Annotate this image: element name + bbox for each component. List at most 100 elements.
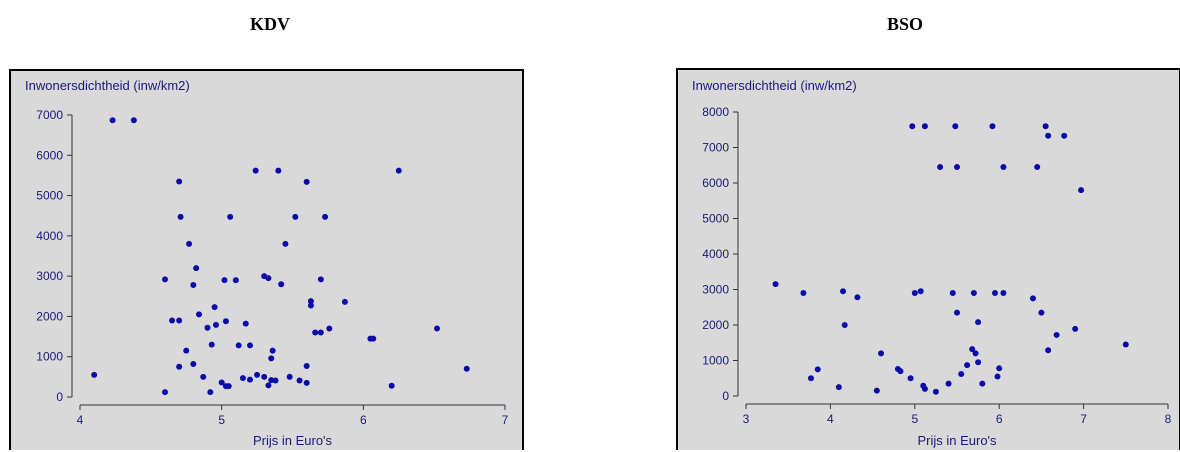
- data-point: [954, 164, 960, 171]
- data-point: [1029, 295, 1036, 302]
- data-point: [322, 213, 329, 220]
- data-point: [326, 325, 333, 332]
- data-point: [196, 311, 202, 318]
- x-tick-label: 8: [1165, 412, 1172, 426]
- data-point: [186, 240, 193, 247]
- data-point: [296, 377, 303, 384]
- data-point: [265, 275, 272, 282]
- data-point: [1000, 290, 1007, 297]
- data-point: [292, 213, 299, 220]
- x-tick-label: 3: [743, 412, 750, 426]
- y-tick-label: 3000: [36, 269, 63, 283]
- y-tick-label: 5000: [702, 212, 729, 226]
- data-point: [109, 117, 116, 124]
- data-point: [303, 362, 310, 369]
- data-point: [952, 123, 959, 130]
- data-point: [242, 320, 249, 327]
- data-point: [854, 294, 861, 301]
- data-point: [994, 373, 1001, 380]
- plot-area: [74, 109, 511, 403]
- data-point: [1034, 164, 1041, 171]
- x-axis-label: Prijs in Euro's: [253, 433, 333, 448]
- data-point: [958, 370, 965, 377]
- y-tick-label: 8000: [702, 105, 729, 119]
- data-point: [269, 347, 276, 354]
- chart-panel-bso: 0 1000 2000 3000 4000 5000 6000 7000 8000 3 4 5 6 7 8 I…: [676, 68, 1180, 450]
- data-point: [272, 377, 279, 384]
- data-point: [177, 213, 184, 220]
- data-point: [878, 350, 885, 357]
- data-point: [254, 371, 261, 378]
- chart-title-bso: BSO: [886, 14, 924, 34]
- y-tick-label: 5000: [36, 189, 63, 203]
- data-point: [1122, 341, 1129, 348]
- data-point: [1072, 325, 1079, 332]
- data-point: [317, 276, 324, 283]
- data-point: [911, 290, 918, 297]
- y-tick-label: 4000: [36, 229, 63, 243]
- data-point: [312, 329, 319, 336]
- data-point: [434, 325, 440, 332]
- x-tick-label: 6: [996, 412, 1003, 426]
- data-point: [275, 167, 282, 174]
- y-tick-label: 3000: [702, 283, 729, 297]
- data-point: [909, 123, 916, 130]
- data-point: [247, 376, 253, 383]
- data-point: [975, 359, 982, 366]
- data-point: [261, 373, 268, 380]
- data-point: [200, 373, 207, 380]
- data-point: [907, 375, 914, 382]
- chart-panel-kdv: 0 1000 2000 3000 4000 5000 6000 7000 4 5 6 7 Inwoner…: [9, 69, 524, 450]
- data-point: [307, 302, 314, 309]
- data-point: [162, 276, 168, 283]
- data-point: [1042, 123, 1049, 130]
- scatter-plot-bso: 0 1000 2000 3000 4000 5000 6000 7000 8000 3 4 5 6 7 8 I…: [692, 78, 1174, 448]
- data-point: [247, 342, 253, 349]
- data-point: [239, 375, 246, 382]
- data-point: [841, 322, 848, 328]
- y-tick-label: 0: [56, 390, 63, 404]
- y-tick-label: 2000: [702, 318, 729, 332]
- data-point: [463, 365, 470, 372]
- data-point: [897, 368, 904, 375]
- y-axis-label: Inwonersdichtheid (inw/km2): [25, 78, 190, 93]
- x-tick-label: 6: [360, 413, 367, 427]
- data-point: [917, 288, 924, 295]
- y-tick-label: 1000: [36, 350, 63, 364]
- data-point: [176, 363, 183, 370]
- data-point: [1061, 132, 1068, 139]
- data-point: [814, 366, 821, 373]
- data-point: [227, 213, 234, 220]
- data-point: [979, 380, 986, 387]
- data-point: [286, 373, 293, 380]
- data-point: [176, 178, 183, 185]
- data-point: [204, 324, 211, 331]
- data-point: [991, 290, 998, 297]
- data-point: [317, 329, 324, 336]
- data-point: [1045, 347, 1052, 354]
- data-point: [772, 281, 779, 288]
- data-point: [232, 277, 239, 284]
- data-point: [183, 347, 190, 354]
- data-point: [278, 281, 285, 288]
- data-point: [268, 355, 275, 362]
- data-point: [252, 167, 259, 174]
- data-point: [921, 123, 928, 130]
- data-point: [222, 318, 229, 325]
- y-tick-label: 2000: [36, 309, 63, 323]
- data-point: [975, 319, 982, 326]
- x-tick-label: 4: [77, 413, 84, 427]
- scatter-plot-kdv: 0 1000 2000 3000 4000 5000 6000 7000 4 5 6 7 Inwoner…: [25, 78, 511, 448]
- data-point: [282, 240, 289, 247]
- data-point: [840, 288, 847, 295]
- data-point: [235, 342, 242, 349]
- x-tick-label: 7: [502, 413, 509, 427]
- data-point: [969, 346, 976, 353]
- data-point: [873, 387, 880, 394]
- data-point: [208, 341, 215, 348]
- data-point: [213, 321, 219, 328]
- data-point: [162, 389, 168, 396]
- data-point: [207, 389, 214, 396]
- data-point: [945, 380, 952, 387]
- data-point: [303, 178, 310, 185]
